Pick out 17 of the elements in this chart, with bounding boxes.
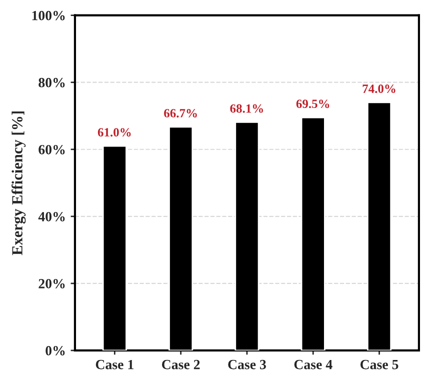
y-tick-label: 60%: [38, 144, 65, 154]
x-tick-label: Case 1: [96, 360, 134, 370]
y-axis-title: Exergy Efficiency [%]: [12, 111, 26, 256]
y-tick-label: 0%: [46, 346, 65, 356]
data-label: 69.5%: [296, 100, 330, 108]
x-tick-label: Case 2: [162, 360, 200, 370]
data-label: 61.0%: [98, 128, 131, 137]
y-tick-label: 20%: [38, 279, 65, 288]
x-tick-label: Case 3: [228, 360, 266, 370]
data-label: 68.1%: [230, 104, 263, 113]
data-label: 66.7%: [164, 109, 197, 118]
x-tick-label: Case 5: [360, 360, 398, 370]
x-tick-label: Case 4: [294, 360, 332, 370]
data-label: 74.0%: [362, 84, 396, 94]
y-tick-label: 80%: [38, 78, 65, 88]
y-tick-label: 40%: [38, 212, 65, 222]
y-tick-label: 100%: [32, 10, 65, 20]
